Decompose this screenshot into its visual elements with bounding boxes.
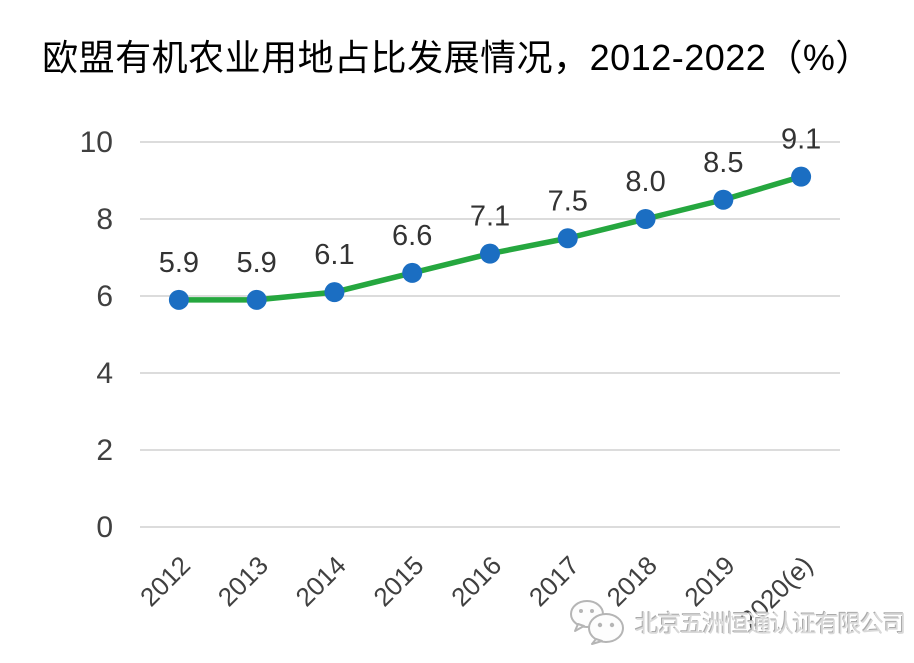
y-axis-tick-label: 4: [96, 357, 113, 390]
data-point-marker: [168, 289, 189, 310]
data-point-marker: [713, 189, 734, 210]
y-axis-tick-label: 10: [80, 126, 113, 159]
x-axis-tick-label: 2012: [134, 550, 196, 612]
data-point-marker: [557, 228, 578, 249]
data-point-label: 7.5: [548, 185, 588, 217]
data-point-marker: [480, 243, 500, 264]
watermark: 北京五洲恒通认证有限公司: [568, 597, 907, 645]
x-axis-tick-label: 2015: [367, 550, 429, 612]
data-point-label: 5.9: [237, 247, 277, 279]
x-axis-tick-label: 2014: [290, 550, 352, 612]
data-point-marker: [324, 282, 345, 303]
data-point-marker: [402, 262, 423, 283]
x-axis-tick-label: 2013: [212, 550, 274, 612]
x-axis-tick-label: 2016: [445, 550, 507, 612]
y-axis-tick-label: 6: [96, 280, 113, 313]
data-point-label: 5.9: [159, 247, 199, 279]
data-point-label: 7.1: [470, 201, 510, 233]
data-point-marker: [635, 209, 656, 229]
data-point-label: 6.1: [314, 239, 354, 271]
wechat-icon: [570, 600, 624, 645]
chart-title: 欧盟有机农业用地占比发展情况，2012-2022（%）: [42, 37, 872, 78]
series-line: [176, 173, 804, 303]
data-point-label: 8.0: [625, 166, 665, 198]
y-axis-tick-label: 8: [96, 203, 113, 236]
data-point-marker: [246, 289, 267, 310]
data-point-label: 9.1: [781, 124, 821, 156]
data-point-label: 6.6: [392, 220, 432, 252]
data-point-label: 8.5: [703, 147, 743, 179]
watermark-text: 北京五洲恒通认证有限公司: [635, 610, 907, 638]
data-point-marker: [791, 166, 812, 187]
y-axis-tick-label: 2: [96, 434, 113, 467]
y-axis-tick-label: 0: [96, 511, 113, 544]
